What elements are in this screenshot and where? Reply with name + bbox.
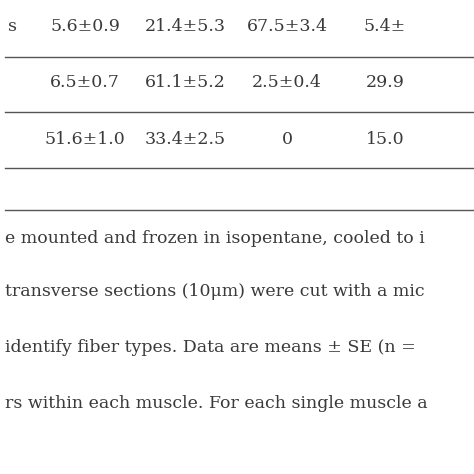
Text: 5.4±: 5.4± [364, 18, 406, 35]
Text: 67.5±3.4: 67.5±3.4 [246, 18, 328, 35]
Text: 33.4±2.5: 33.4±2.5 [145, 131, 226, 148]
Text: 2.5±0.4: 2.5±0.4 [252, 73, 322, 91]
Text: e mounted and frozen in isopentane, cooled to i: e mounted and frozen in isopentane, cool… [5, 229, 425, 246]
Text: 15.0: 15.0 [365, 131, 404, 148]
Text: identify fiber types. Data are means ± SE (n =: identify fiber types. Data are means ± S… [5, 339, 416, 356]
Text: 61.1±5.2: 61.1±5.2 [145, 73, 226, 91]
Text: 6.5±0.7: 6.5±0.7 [50, 73, 120, 91]
Text: rs within each muscle. For each single muscle a: rs within each muscle. For each single m… [5, 394, 428, 411]
Text: 0: 0 [282, 131, 292, 148]
Text: 29.9: 29.9 [365, 73, 404, 91]
Text: s: s [8, 18, 17, 35]
Text: 51.6±1.0: 51.6±1.0 [45, 131, 126, 148]
Text: 21.4±5.3: 21.4±5.3 [145, 18, 226, 35]
Text: transverse sections (10μm) were cut with a mic: transverse sections (10μm) were cut with… [5, 283, 425, 301]
Text: 5.6±0.9: 5.6±0.9 [50, 18, 120, 35]
